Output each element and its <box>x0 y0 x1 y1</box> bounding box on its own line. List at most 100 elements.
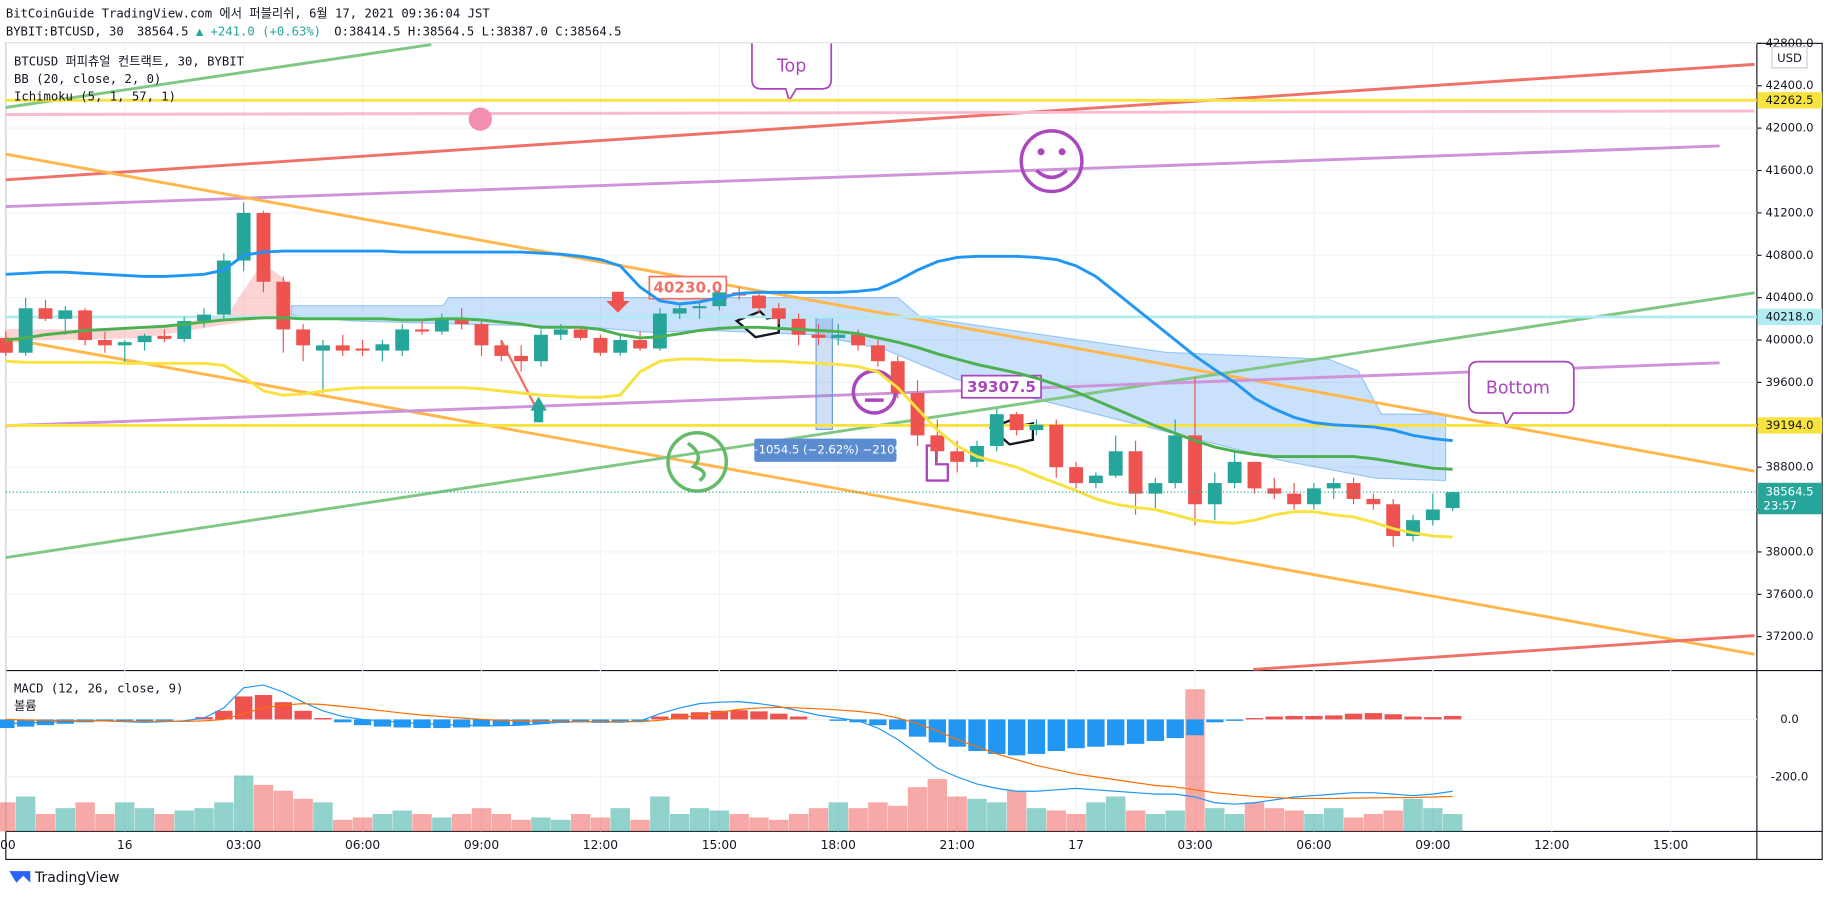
volume-bar <box>590 817 611 832</box>
macd-histogram <box>1047 719 1065 752</box>
volume-bar <box>1383 810 1403 832</box>
macd-histogram <box>1404 716 1422 720</box>
candle-body <box>197 314 211 321</box>
macd-histogram <box>1166 719 1184 739</box>
green-face-mark <box>686 441 706 482</box>
macd-histogram <box>1443 715 1462 720</box>
x-tick-label: :00 <box>0 838 16 852</box>
indicator-line <box>5 249 1453 443</box>
candle-body <box>1049 424 1064 468</box>
candle-body <box>1445 492 1460 509</box>
trendline <box>5 152 1755 473</box>
volume-bar <box>174 810 194 832</box>
volume-bar <box>1284 810 1304 832</box>
annotation: 39307.5 <box>967 378 1036 396</box>
volume-bar <box>1363 813 1384 832</box>
candle-body <box>613 340 628 353</box>
candle-body <box>395 329 410 351</box>
indicator-line <box>5 316 1453 471</box>
level-label-box <box>1758 92 1823 109</box>
footer: TradingView <box>34 870 119 886</box>
level-label-box <box>1758 308 1823 326</box>
volume-bar <box>352 817 373 832</box>
macd-histogram <box>1424 717 1442 720</box>
volume-bar <box>233 775 254 832</box>
volume-bar <box>1343 817 1364 832</box>
x-tick-label: 03:00 <box>226 838 261 852</box>
green-face <box>666 431 729 493</box>
macd-histogram <box>512 719 530 726</box>
candle-body <box>989 414 1004 446</box>
macd-histogram <box>770 713 788 720</box>
smiley-mouth <box>1035 169 1068 180</box>
volume-bar <box>868 802 888 832</box>
y-tick-label: 37600.0 <box>1765 587 1813 601</box>
macd-histogram <box>710 710 729 720</box>
candle-body <box>1326 483 1341 489</box>
volume-bar <box>769 819 789 832</box>
trendline <box>5 144 1720 209</box>
y-tick-label: 41200.0 <box>1765 205 1813 219</box>
volume-bar <box>115 802 135 832</box>
x-tick-label: 09:00 <box>464 838 499 852</box>
macd-histogram <box>116 719 134 721</box>
y-tick-label: 39600.0 <box>1765 375 1813 389</box>
macd-histogram <box>155 719 174 721</box>
candle-body <box>276 281 291 330</box>
volume-bar <box>313 802 333 832</box>
candle-body <box>1425 509 1440 521</box>
candle-body <box>216 260 231 315</box>
candle-body <box>256 212 271 282</box>
trendline <box>5 43 432 109</box>
volume-bar <box>1165 810 1185 832</box>
measure-label-box <box>754 438 897 462</box>
volume-bar <box>194 808 214 832</box>
candle-body <box>633 340 647 349</box>
macd-histogram <box>651 716 669 720</box>
macd-histogram <box>472 719 491 727</box>
volume-bar <box>0 802 16 832</box>
volume-bar <box>729 813 749 832</box>
volume-bar <box>1205 808 1225 832</box>
candle-body <box>316 345 330 351</box>
candle-body <box>752 295 766 309</box>
volume-bar <box>531 817 551 832</box>
candle-body <box>1346 483 1361 499</box>
up-arrow <box>530 396 547 423</box>
candle-body <box>1188 435 1202 505</box>
macd-histogram <box>1087 719 1105 747</box>
volume-bar <box>372 813 393 832</box>
macd-histogram <box>1245 717 1264 720</box>
macd-histogram <box>452 719 471 728</box>
y-tick-label: 38800.0 <box>1765 460 1813 474</box>
macd-histogram <box>492 719 511 726</box>
last-price-label: 38564.5 <box>1765 485 1813 499</box>
volume-bar <box>154 813 175 832</box>
candle-body <box>672 308 687 314</box>
x-tick-label: 21:00 <box>940 838 975 852</box>
symbol: BYBIT:BTCUSD, 30 <box>6 24 124 38</box>
level-label: 39194.0 <box>1765 418 1813 432</box>
publish-line: BitCoinGuide TradingView.com 에서 퍼블리쉬, 6월… <box>6 7 491 21</box>
volume-bar <box>1145 813 1166 832</box>
candle-body <box>791 318 806 335</box>
y-tick-label: 41600.0 <box>1765 163 1813 177</box>
x-tick-label: 18:00 <box>821 838 856 852</box>
candle-body <box>474 324 489 346</box>
macd-histogram <box>1186 719 1204 736</box>
volume-bar <box>471 808 492 832</box>
level-label: 42262.5 <box>1765 93 1813 107</box>
volume-bar <box>1086 802 1106 832</box>
volume-bar <box>253 784 274 832</box>
macd-line <box>5 703 1453 800</box>
candle-body <box>771 308 786 319</box>
macd-histogram <box>948 719 966 747</box>
marks: 42800.042400.042000.041600.041200.040800… <box>0 36 1823 852</box>
pane-title: BTCUSD 퍼피츄얼 컨트랙트, 30, BYBIT <box>14 55 245 69</box>
candle-body <box>296 329 311 346</box>
callout-top <box>751 43 833 103</box>
volume-bar <box>95 813 115 832</box>
volume-bar <box>1185 689 1205 832</box>
annotation: −1054.5 (−2.62%) −2109 <box>749 443 902 457</box>
